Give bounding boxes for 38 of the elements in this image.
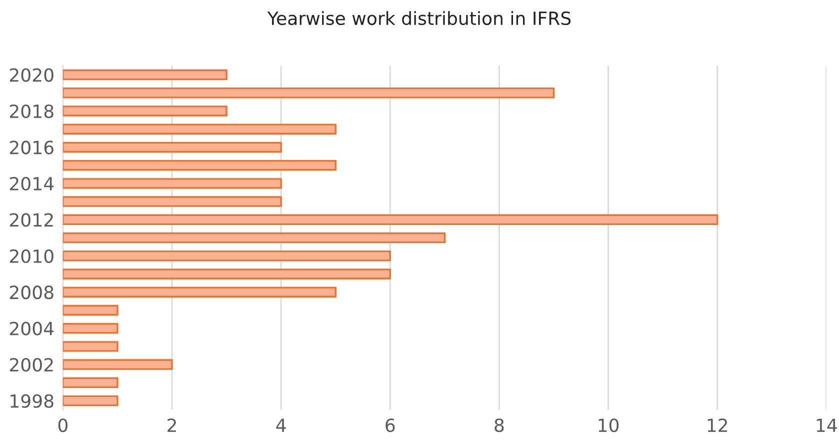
bar — [62, 196, 282, 207]
bar — [62, 124, 336, 134]
y-tick-label: 2020 — [10, 68, 54, 82]
bar — [62, 341, 118, 352]
x-tick-label: 4 — [276, 418, 286, 432]
bar — [62, 286, 336, 298]
bar — [62, 106, 228, 116]
bar — [62, 214, 718, 226]
bar — [62, 395, 118, 406]
y-tick-label: 1998 — [10, 394, 54, 408]
x-tick-label: 8 — [494, 418, 504, 432]
x-tick-label: 2 — [168, 418, 176, 432]
bar — [62, 268, 391, 280]
bar — [62, 232, 446, 244]
bar — [62, 377, 118, 388]
bar — [62, 359, 173, 370]
y-tick-label: 2002 — [10, 358, 53, 372]
bar — [62, 250, 391, 262]
chart-title: Yearwise work distribution in IFRS — [267, 11, 571, 26]
y-tick-label: 2018 — [10, 104, 54, 118]
x-tick-label: 12 — [708, 418, 728, 432]
bar — [62, 69, 228, 80]
y-tick-label: 2012 — [10, 213, 53, 227]
bar — [62, 304, 118, 316]
x-tick-label: 14 — [816, 418, 837, 432]
bar — [62, 142, 282, 153]
x-tick-label: 6 — [386, 418, 395, 432]
bar — [62, 322, 118, 334]
y-tick-label: 2004 — [10, 322, 54, 336]
y-tick-label: 2016 — [10, 140, 54, 154]
bar — [62, 88, 555, 98]
x-tick-label: 10 — [598, 418, 619, 432]
x-tick-label: 0 — [58, 418, 68, 432]
bar — [62, 160, 336, 171]
y-tick-label: 2014 — [10, 176, 54, 191]
y-tick-label: 2010 — [10, 249, 54, 263]
y-tick-label: 2008 — [10, 286, 54, 300]
bar — [62, 178, 282, 189]
